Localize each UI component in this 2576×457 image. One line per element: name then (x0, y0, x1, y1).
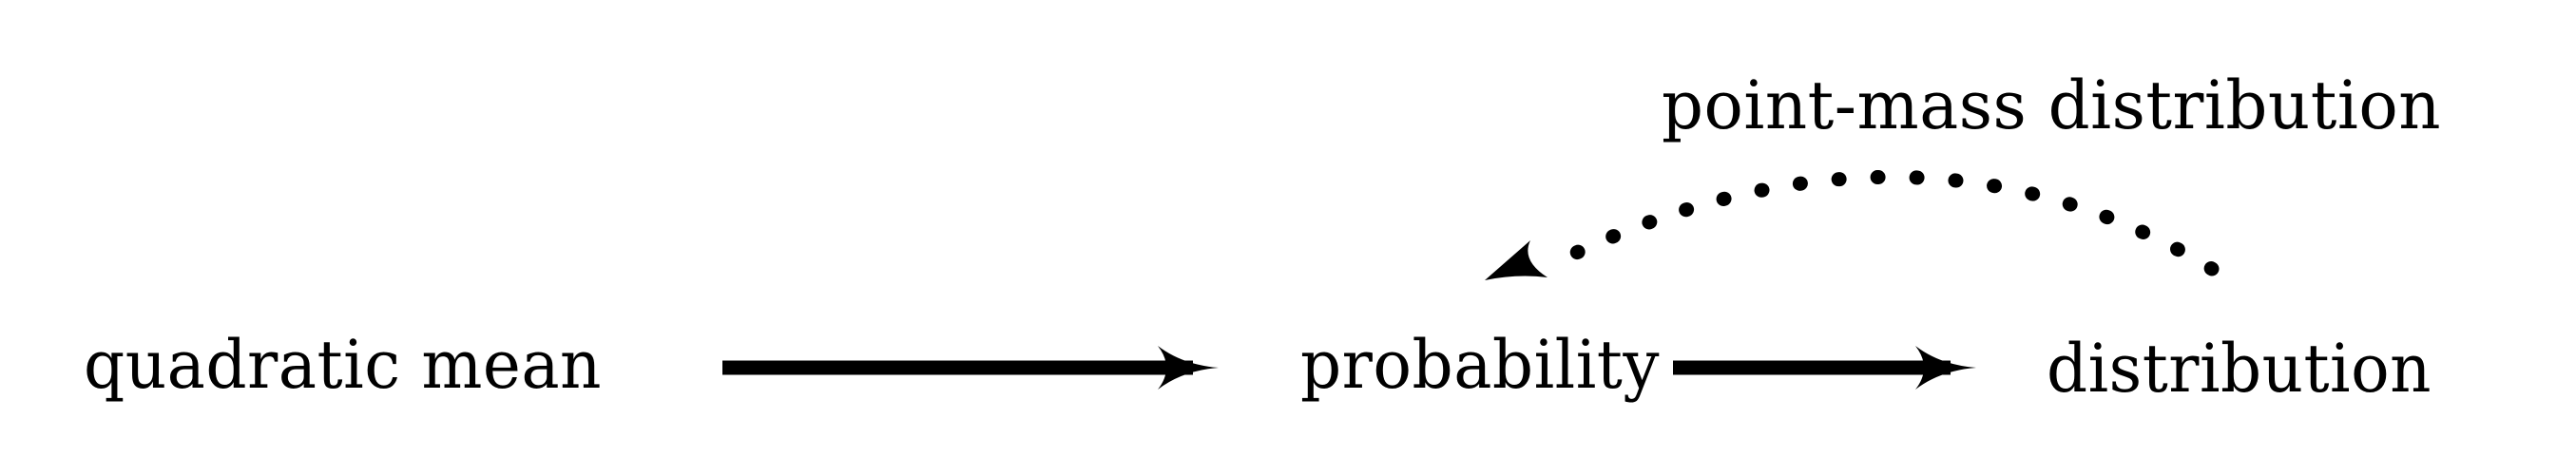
arrow-distribution-to-probability-dotted (1485, 169, 2220, 280)
arrow-head (1158, 346, 1219, 390)
node-distribution: distribution (2047, 330, 2432, 408)
node-probability: probability (1300, 326, 1660, 404)
arrow-probability-to-distribution (1673, 346, 1976, 390)
dotted-curve (1561, 169, 2220, 276)
arrow-quadratic-mean-to-probability (722, 346, 1219, 390)
arrow-head (1485, 240, 1548, 280)
arrow-head (1915, 346, 1976, 390)
node-quadratic-mean: quadratic mean (84, 326, 602, 404)
edge-label-point-mass-distribution: point-mass distribution (1662, 67, 2441, 144)
